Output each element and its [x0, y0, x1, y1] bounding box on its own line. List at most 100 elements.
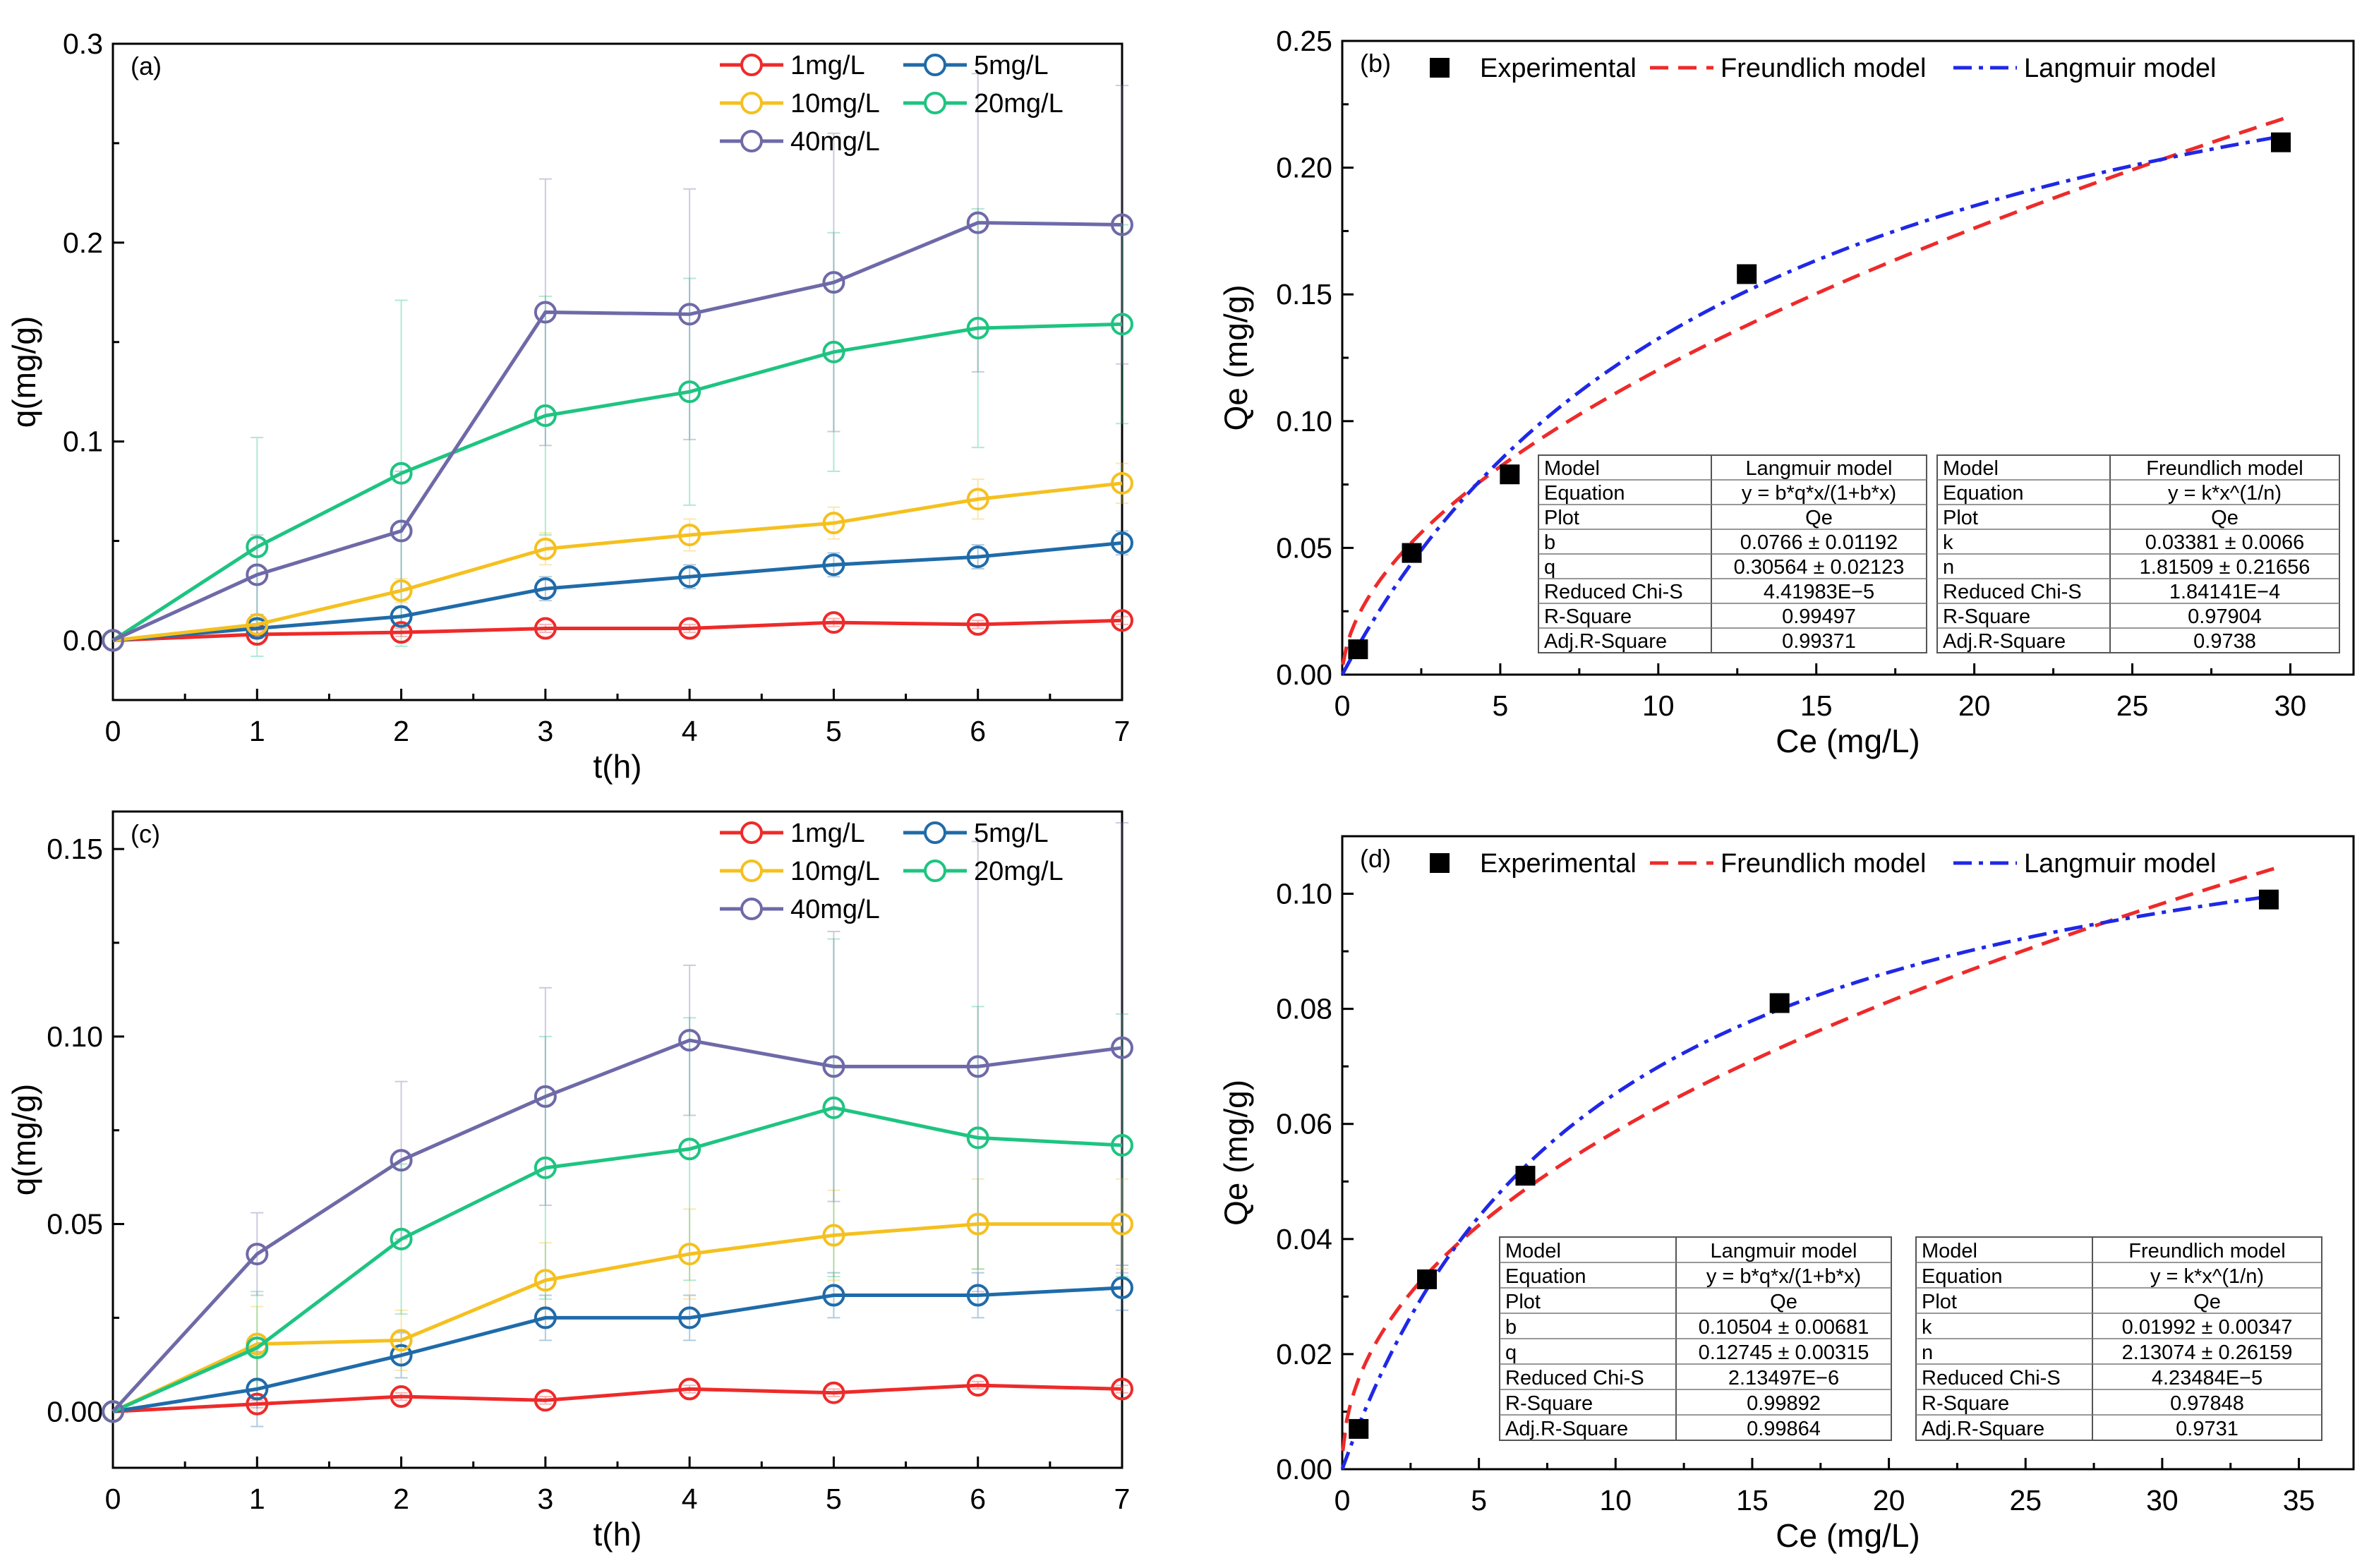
table-cell-key: Plot	[1943, 507, 1978, 529]
x-axis-label: t(h)	[594, 1516, 642, 1552]
data-point	[246, 1392, 269, 1416]
table-cell-value: Qe	[2211, 507, 2239, 529]
y-axis-label: q(mg/g)	[6, 316, 42, 428]
data-point	[246, 1377, 269, 1401]
legend-label: 1mg/L	[790, 819, 865, 848]
table-cell-value: 0.9731	[2176, 1418, 2239, 1440]
data-point	[1111, 1276, 1133, 1299]
table-cell-value: 0.99497	[1782, 605, 1856, 628]
data-point	[390, 519, 413, 543]
x-tick-label: 5	[826, 715, 842, 747]
data-point	[678, 565, 701, 589]
legend-marker	[740, 54, 763, 76]
data-point	[966, 613, 989, 636]
series-line	[112, 1222, 1122, 1413]
legend-item: 10mg/L	[720, 857, 880, 886]
legend-marker	[740, 821, 763, 844]
series-line	[112, 541, 1123, 642]
table-cell-value: 0.12745 ± 0.00315	[1699, 1341, 1869, 1364]
series-line	[112, 1383, 1123, 1413]
data-point	[1111, 1036, 1133, 1059]
data-point	[390, 1149, 413, 1172]
experimental-point	[1515, 1166, 1536, 1186]
table-cell-value: Langmuir model	[1746, 457, 1893, 480]
x-tick-label: 10	[1599, 1484, 1632, 1516]
y-axis-label: q(mg/g)	[6, 1084, 42, 1195]
legend-label: Freundlich model	[1721, 54, 1926, 83]
y-axis-label: Qe (mg/g)	[1217, 1080, 1254, 1226]
series-line	[112, 221, 1123, 642]
table-cell-value: 4.23484E−5	[2152, 1367, 2262, 1389]
table-cell-key: R-Square	[1544, 605, 1632, 628]
data-point	[1111, 1133, 1133, 1157]
data-point	[822, 1096, 845, 1119]
data-point	[966, 317, 989, 339]
x-tick-label: 5	[826, 1483, 842, 1515]
legend-marker	[924, 54, 946, 76]
table-cell-value: 0.03381 ± 0.0066	[2145, 531, 2305, 554]
legend-item: 20mg/L	[903, 857, 1064, 886]
y-tick-label: 0.25	[1276, 25, 1332, 57]
x-tick-label: 4	[682, 1483, 698, 1515]
x-axis-label: Ce (mg/L)	[1776, 1517, 1920, 1554]
data-point	[678, 617, 701, 640]
langmuir-curve	[1340, 133, 2291, 676]
y-axis-label: Qe (mg/g)	[1217, 284, 1254, 430]
table-cell-key: Equation	[1943, 482, 2024, 505]
legend-marker	[924, 92, 946, 114]
fit-table: Model Freundlich model Equation y = k*x^(1/…	[1936, 454, 2340, 653]
data-point	[822, 1224, 845, 1247]
data-point	[246, 1336, 269, 1359]
x-tick-label: 25	[2009, 1484, 2042, 1516]
x-tick-label: 5	[1471, 1484, 1487, 1516]
legend-label: 40mg/L	[790, 127, 880, 157]
table-cell-key: b	[1505, 1316, 1517, 1339]
series-line	[112, 1038, 1123, 1413]
data-point	[966, 488, 989, 511]
x-tick-label: 3	[537, 715, 553, 747]
table-cell-key: b	[1544, 531, 1555, 554]
x-tick-label: 0	[1334, 689, 1351, 722]
chart-b: 0 5 10 15 20 25 30 0.00 0.05 0.10 0.15 0.20 0.25 Ce (…	[1217, 25, 2355, 759]
table-cell-key: R-Square	[1922, 1392, 2009, 1415]
data-point	[678, 380, 701, 404]
table-cell-key: n	[1922, 1341, 1933, 1364]
freundlich-curve	[1341, 865, 2279, 1452]
table-cell-key: Adj.R-Square	[1922, 1418, 2044, 1440]
table-cell-key: Model	[1943, 457, 1999, 480]
legend-marker	[924, 821, 946, 844]
x-tick-label: 20	[1873, 1484, 1905, 1516]
data-point	[966, 1284, 989, 1307]
x-tick-label: 15	[1736, 1484, 1769, 1516]
table-cell-key: Adj.R-Square	[1505, 1418, 1628, 1440]
experimental-point	[1349, 1418, 1369, 1439]
y-tick-label: 0.04	[1276, 1223, 1332, 1255]
data-point	[246, 613, 269, 636]
legend-marker	[740, 130, 763, 152]
series-line	[112, 481, 1123, 642]
table-cell-value: 0.97904	[2188, 605, 2262, 628]
x-tick-label: 1	[249, 1483, 265, 1515]
data-point	[822, 512, 845, 535]
legend-label: Freundlich model	[1721, 849, 1926, 879]
x-tick-label: 0	[105, 715, 121, 747]
data-point	[822, 271, 845, 294]
panel-label: (b)	[1360, 49, 1391, 78]
table-cell-value: Qe	[2193, 1291, 2221, 1313]
data-point	[822, 611, 845, 634]
legend-marker	[924, 860, 946, 882]
data-point	[390, 1329, 413, 1352]
x-tick-label: 6	[970, 715, 986, 747]
legend-label: 5mg/L	[974, 819, 1049, 848]
data-point	[246, 536, 269, 558]
legend-label: 20mg/L	[974, 857, 1064, 886]
data-point	[246, 563, 269, 586]
legend-marker	[1430, 58, 1450, 78]
table-cell-value: 1.84141E−4	[2169, 581, 2280, 603]
table-cell-key: k	[1943, 531, 1953, 554]
table-cell-key: Plot	[1922, 1291, 1957, 1313]
x-axis-label: Ce (mg/L)	[1776, 723, 1920, 759]
x-tick-label: 7	[1114, 715, 1131, 747]
table-cell-value: y = k*x^(1/n)	[2150, 1265, 2264, 1288]
data-point	[390, 605, 413, 628]
